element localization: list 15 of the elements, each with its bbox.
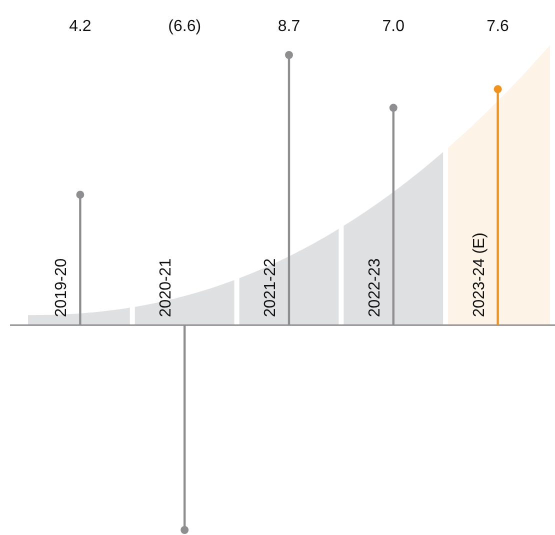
x-tick-label: 2019-20 <box>53 258 70 318</box>
data-label: 7.6 <box>486 18 510 35</box>
point <box>180 526 189 534</box>
x-tick-label: 2020-21 <box>158 258 175 318</box>
point <box>285 51 293 59</box>
point <box>494 85 502 94</box>
x-tick-label: 2023-24 (E) <box>470 232 488 318</box>
data-label: 4.2 <box>69 18 92 35</box>
x-tick-label: 2022-23 <box>366 258 384 318</box>
data-label: 8.7 <box>278 18 300 35</box>
x-tick-label: 2021-22 <box>262 258 279 318</box>
point <box>76 190 84 199</box>
data-label: (6.6) <box>168 18 202 35</box>
data-label: 7.0 <box>382 18 405 35</box>
point <box>389 104 398 112</box>
